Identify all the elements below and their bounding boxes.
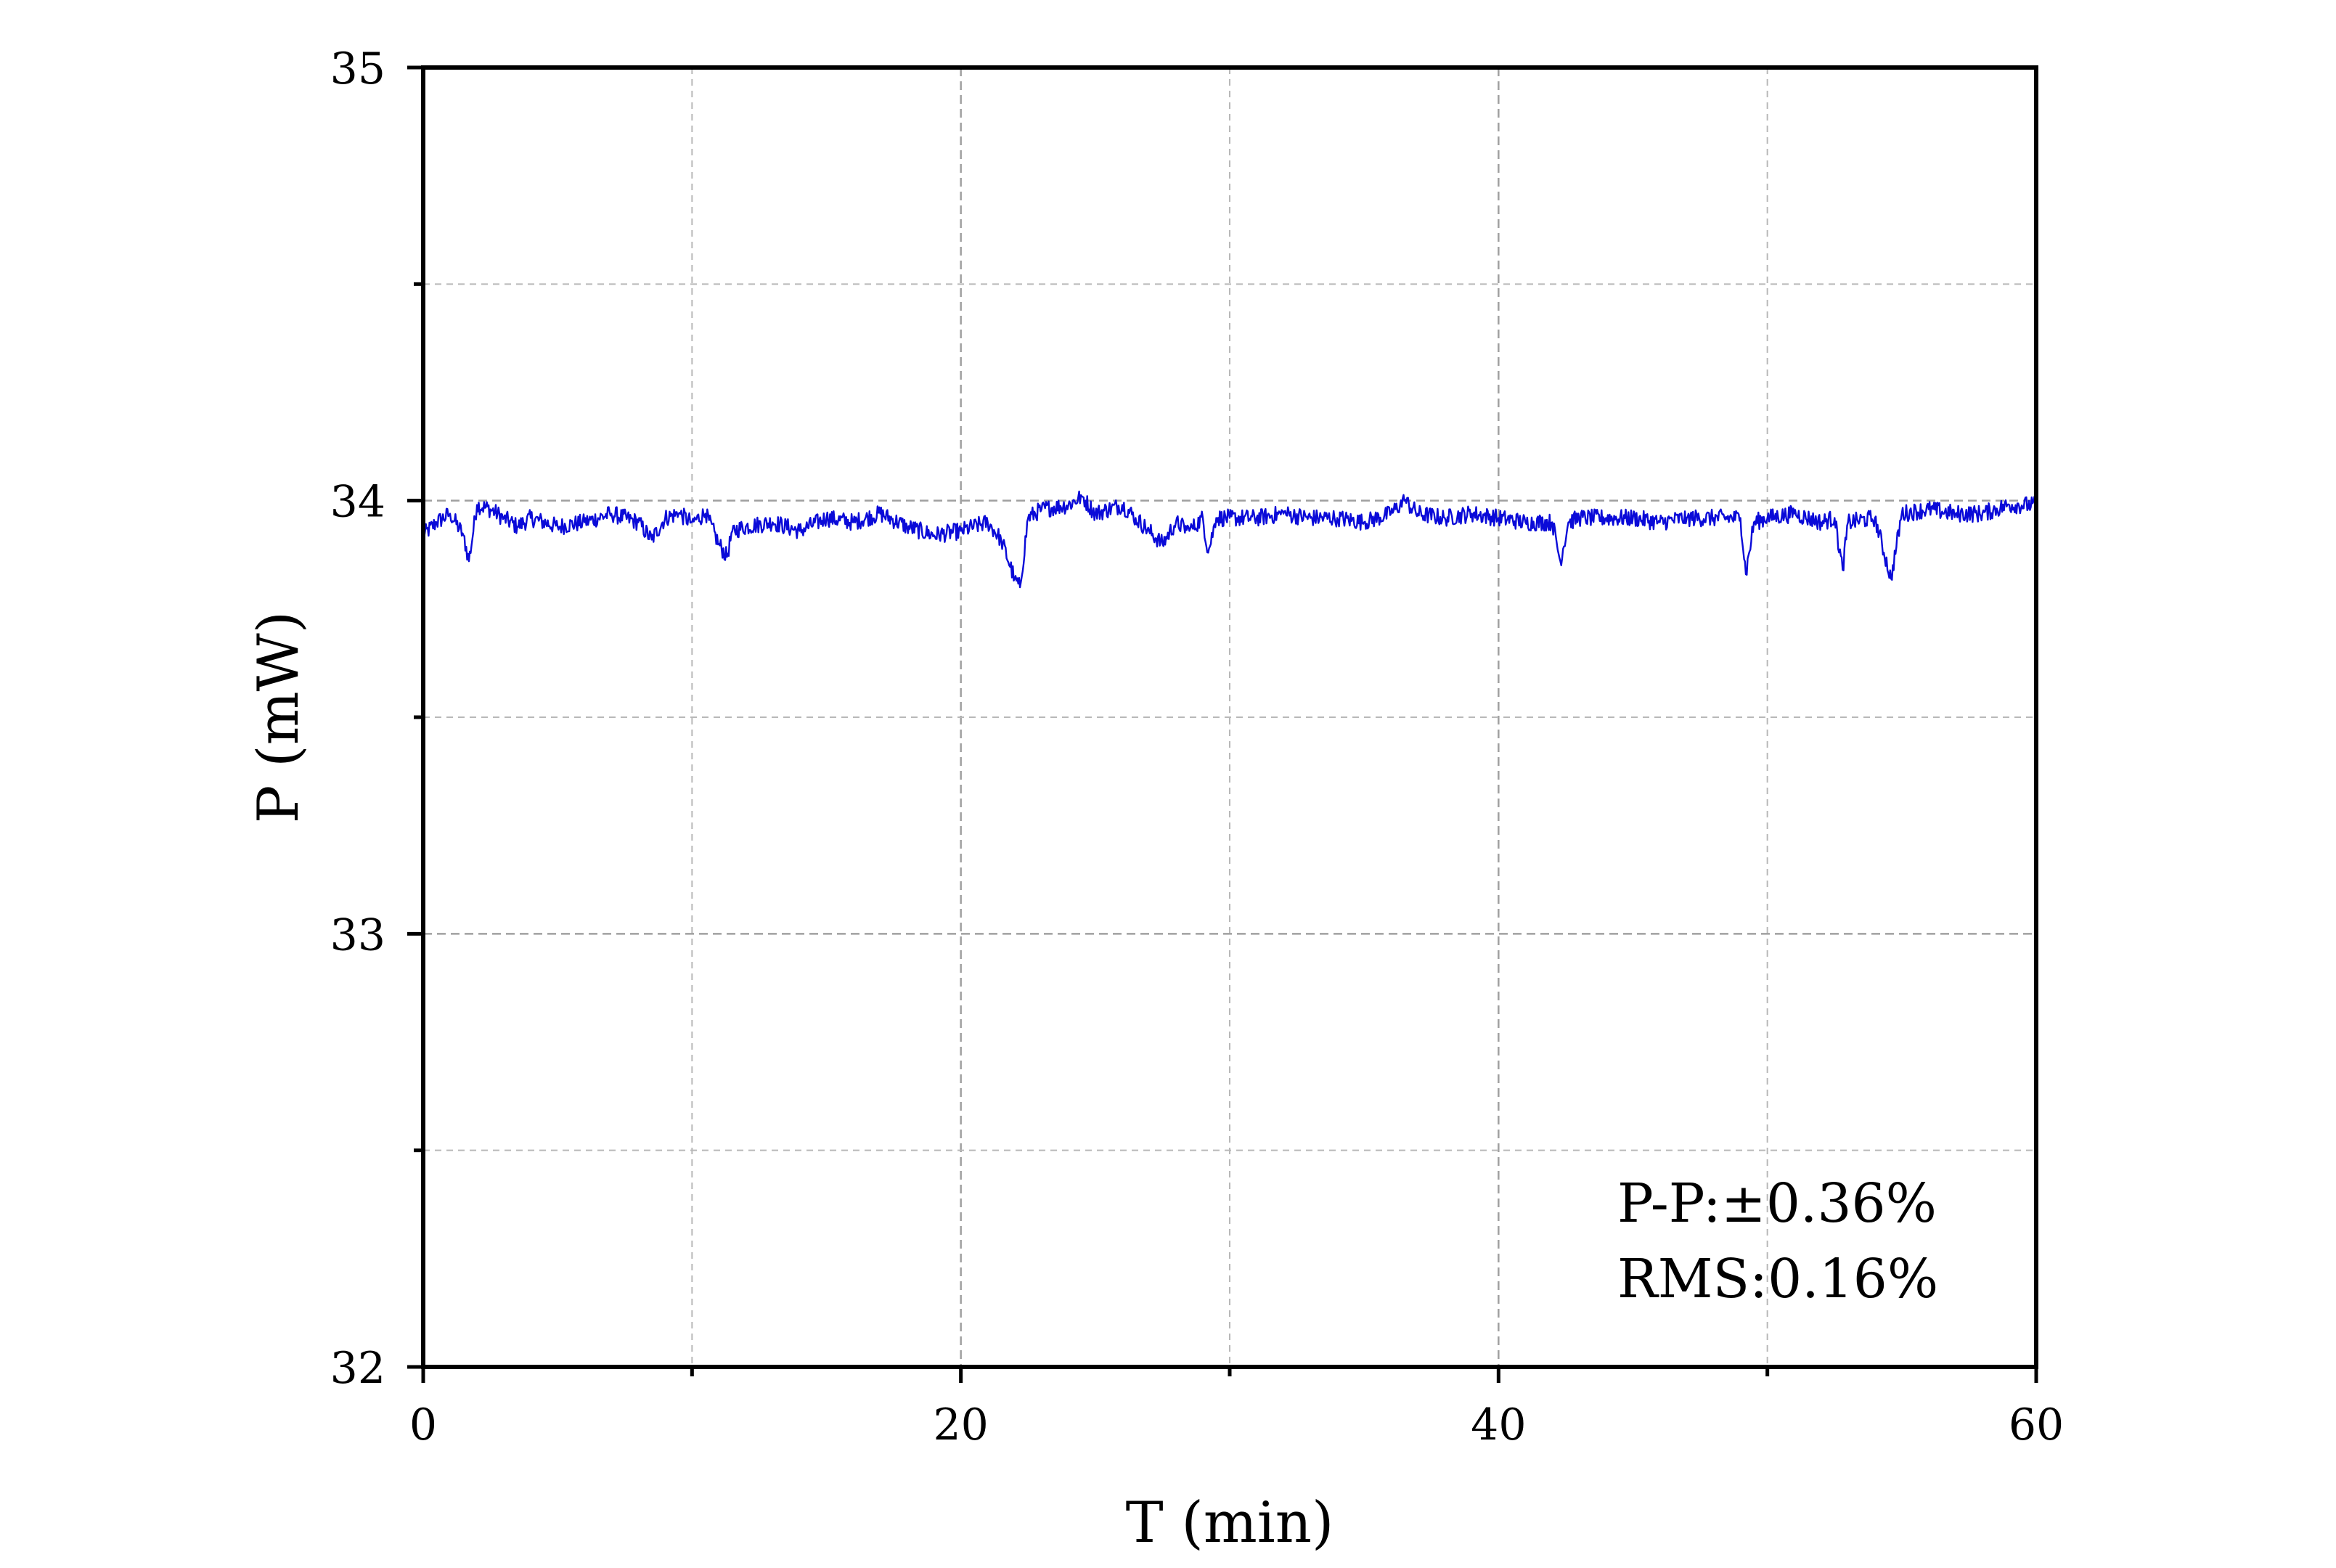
y-tick-label: 34 (330, 477, 385, 528)
x-tick-label: 40 (1471, 1400, 1526, 1450)
x-tick-label: 0 (409, 1400, 437, 1450)
x-tick-label: 60 (2009, 1400, 2064, 1450)
y-axis-title: P (mW) (246, 611, 311, 823)
grid-lines (423, 68, 2036, 1367)
peak-to-peak-annotation: P-P:±0.36% (1617, 1172, 1937, 1235)
x-axis-title: T (min) (1126, 1490, 1334, 1556)
tick-marks (407, 65, 2038, 1383)
y-tick-label: 32 (330, 1343, 385, 1394)
rms-annotation: RMS:0.16% (1617, 1248, 1938, 1310)
power-series-line (422, 490, 2038, 589)
tick-labels: 0 20 40 60 32 33 34 35 (330, 44, 2065, 1450)
x-tick-label: 20 (933, 1400, 988, 1450)
y-tick-label: 35 (330, 44, 385, 94)
series-layer (422, 490, 2038, 589)
y-tick-label: 33 (330, 910, 385, 960)
